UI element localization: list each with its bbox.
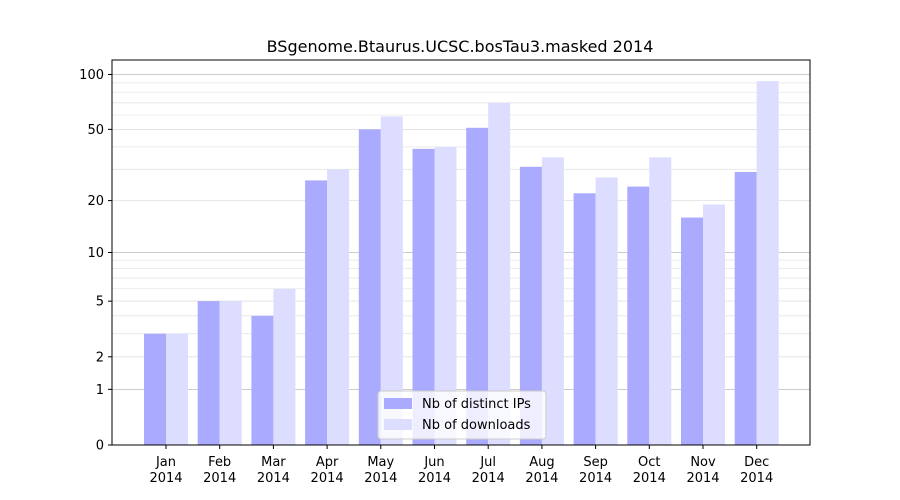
x-tick-label-year: 2014 <box>418 471 451 486</box>
bar-distinct-ips-apr <box>305 180 328 446</box>
legend-label-downloads: Nb of downloads <box>422 418 531 433</box>
bars <box>144 81 779 446</box>
y-tick-label: 0 <box>96 439 104 454</box>
x-tick-label-month: Oct <box>638 455 660 470</box>
y-tick-label: 50 <box>87 123 104 138</box>
y-tick-label: 100 <box>79 68 104 83</box>
x-tick-label-month: May <box>367 455 394 470</box>
grid <box>112 74 810 390</box>
y-tick-label: 2 <box>96 350 104 365</box>
bar-distinct-ips-jan <box>144 333 166 445</box>
y-tick-label: 10 <box>87 246 104 261</box>
bar-downloads-jun <box>434 146 457 445</box>
y-axis: 0 1 2 5 10 20 50 100 <box>79 68 112 454</box>
bar-distinct-ips-feb <box>197 301 220 445</box>
bar-downloads-may <box>380 116 403 446</box>
x-axis: Jan2014Feb2014Mar2014Apr2014May2014Jun20… <box>149 445 773 486</box>
x-tick-label-month: Apr <box>316 455 339 470</box>
bar-downloads-oct <box>649 157 672 445</box>
bar-downloads-nov <box>703 204 725 445</box>
x-tick-label-year: 2014 <box>311 471 344 486</box>
x-tick-label-month: Nov <box>690 455 716 470</box>
bar-distinct-ips-jun <box>412 148 435 445</box>
legend-box <box>377 390 547 440</box>
x-tick-label-year: 2014 <box>686 471 719 486</box>
x-tick-label-year: 2014 <box>364 471 397 486</box>
x-tick-label-month: Dec <box>744 455 769 470</box>
x-tick-label-month: Aug <box>529 455 554 470</box>
x-tick-label-year: 2014 <box>525 471 558 486</box>
x-tick-label-month: Jan <box>155 455 176 470</box>
chart-title: BSgenome.Btaurus.UCSC.bosTau3.masked 201… <box>267 37 654 56</box>
bar-downloads-aug <box>541 157 564 445</box>
x-tick-label-month: Mar <box>261 455 286 470</box>
x-tick-label-year: 2014 <box>472 471 505 486</box>
bar-distinct-ips-jul <box>466 127 489 446</box>
bar-downloads-feb <box>219 301 242 445</box>
x-tick-label-year: 2014 <box>740 471 773 486</box>
bar-downloads-sep <box>595 177 618 445</box>
x-tick-label-year: 2014 <box>257 471 290 486</box>
bar-downloads-apr <box>327 169 350 445</box>
y-tick-label: 5 <box>96 295 104 310</box>
bar-downloads-jan <box>166 333 188 445</box>
bar-downloads-dec <box>756 81 779 445</box>
x-tick-label-year: 2014 <box>633 471 666 486</box>
x-tick-label-year: 2014 <box>203 471 236 486</box>
bar-downloads-jul <box>488 102 511 445</box>
bar-distinct-ips-may <box>358 129 381 445</box>
legend-label-distinct-ips: Nb of distinct IPs <box>422 397 531 412</box>
x-tick-label-month: Jun <box>423 455 444 470</box>
bar-downloads-mar <box>273 288 296 445</box>
x-tick-label-month: Sep <box>583 455 608 470</box>
bar-distinct-ips-aug <box>519 166 542 446</box>
bar-distinct-ips-nov <box>681 217 703 445</box>
legend-swatch-downloads <box>384 419 412 430</box>
bar-distinct-ips-sep <box>573 193 596 445</box>
legend-swatch-distinct-ips <box>384 398 412 409</box>
bar-distinct-ips-mar <box>251 315 274 445</box>
y-tick-label: 20 <box>87 194 104 209</box>
x-tick-label-month: Feb <box>208 455 231 470</box>
bar-distinct-ips-dec <box>734 171 757 445</box>
legend: Nb of distinct IPs Nb of downloads <box>377 390 547 440</box>
x-tick-label-month: Jul <box>479 455 496 470</box>
x-tick-label-year: 2014 <box>149 471 182 486</box>
x-tick-label-year: 2014 <box>579 471 612 486</box>
y-tick-label: 1 <box>96 383 104 398</box>
bar-distinct-ips-oct <box>627 186 650 445</box>
